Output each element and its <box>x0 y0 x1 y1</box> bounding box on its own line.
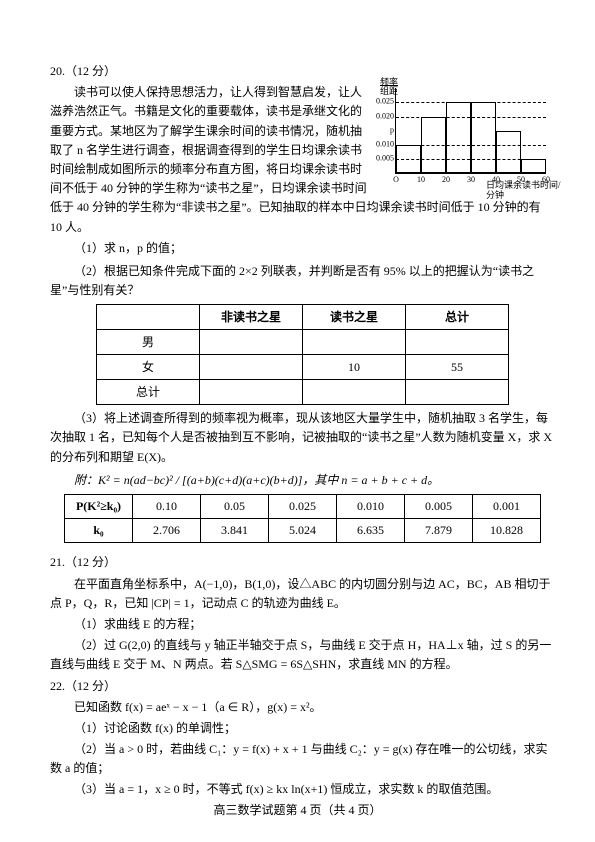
t1-r3c3 <box>406 380 509 405</box>
t2-c: 6.635 <box>337 519 405 543</box>
t2-c: 0.05 <box>201 495 269 519</box>
t1-h3: 总计 <box>406 305 509 330</box>
q20-part1: （1）求 n，p 的值； <box>50 239 555 258</box>
page-footer: 高三数学试题第 4 页（共 4 页） <box>0 801 595 820</box>
t1-r2c0: 女 <box>97 355 200 380</box>
x-tick-label: O <box>393 173 399 187</box>
q20-part3: （3）将上述调查所得到的频率视为概率，现从该地区大量学生中，随机抽取 3 名学生… <box>50 409 555 467</box>
t2-c: 0.10 <box>133 495 201 519</box>
histogram-bar <box>446 102 471 173</box>
q22-number: 22.（12 分） <box>50 677 555 696</box>
k2-formula: 附：K² = n(ad−bc)² / [(a+b)(c+d)(a+c)(b+d)… <box>74 471 555 490</box>
t2-h0: P(K²≥k₀) <box>65 495 133 519</box>
histogram-bar <box>496 131 521 174</box>
x-axis-label: 日均课余读书时间/分钟 <box>486 181 566 201</box>
q20-number: 20.（12 分） <box>50 62 555 81</box>
q21-part2: （2）过 G(2,0) 的直线与 y 轴正半轴交于点 S，与曲线 E 交于点 H… <box>50 636 555 674</box>
t2-h1: k₀ <box>65 519 133 543</box>
chi-square-table: P(K²≥k₀) 0.10 0.05 0.025 0.010 0.005 0.0… <box>64 494 541 543</box>
q22-body: 已知函数 f(x) = aeˣ − x − 1（a ∈ R），g(x) = x²… <box>50 698 555 717</box>
t1-r2c1 <box>200 355 303 380</box>
t1-r1c0: 男 <box>97 330 200 355</box>
x-tick-label: 30 <box>467 173 475 187</box>
t1-r2c3: 55 <box>406 355 509 380</box>
t2-c: 10.828 <box>473 519 541 543</box>
t2-c: 0.001 <box>473 495 541 519</box>
y-tick-label: p <box>390 124 396 137</box>
t2-c: 7.879 <box>405 519 473 543</box>
t2-c: 3.841 <box>201 519 269 543</box>
q22-part2: （2）当 a > 0 时，若曲线 C₁：y = f(x) + x + 1 与曲线… <box>50 740 555 778</box>
t2-c: 0.005 <box>405 495 473 519</box>
t1-r1c1 <box>200 330 303 355</box>
q22-part3: （3）当 a = 1，x ≥ 0 时，不等式 f(x) ≥ kx ln(x+1)… <box>50 780 555 799</box>
y-tick-label: 0.005 <box>376 153 396 166</box>
histogram: 频率 组距 0.0050.010p0.0200.025O102030405060… <box>375 83 555 193</box>
contingency-table: 非读书之星 读书之星 总计 男 女 1055 总计 <box>96 304 509 405</box>
y-tick-label: 0.020 <box>376 110 396 123</box>
t1-h1: 非读书之星 <box>200 305 303 330</box>
q21-part1: （1）求曲线 E 的方程； <box>50 615 555 634</box>
t1-r3c1 <box>200 380 303 405</box>
q21-number: 21.（12 分） <box>50 553 555 572</box>
q20-part2: （2）根据已知条件完成下面的 2×2 列联表，并判断是否有 95% 以上的把握认… <box>50 262 555 300</box>
t1-r3c0: 总计 <box>97 380 200 405</box>
t1-r1c3 <box>406 330 509 355</box>
t1-r1c2 <box>303 330 406 355</box>
t1-h0 <box>97 305 200 330</box>
t1-r3c2 <box>303 380 406 405</box>
histogram-bar <box>521 159 546 173</box>
histogram-bar <box>471 102 496 173</box>
t1-r2c2: 10 <box>303 355 406 380</box>
q22-part1: （1）讨论函数 f(x) 的单调性； <box>50 719 555 738</box>
y-tick-label: 0.025 <box>376 96 396 109</box>
t1-h2: 读书之星 <box>303 305 406 330</box>
x-tick-label: 10 <box>417 173 425 187</box>
t2-c: 0.025 <box>269 495 337 519</box>
t2-c: 0.010 <box>337 495 405 519</box>
t2-c: 5.024 <box>269 519 337 543</box>
x-tick-label: 20 <box>442 173 450 187</box>
y-tick-label: 0.010 <box>376 138 396 151</box>
t2-c: 2.706 <box>133 519 201 543</box>
q21-body: 在平面直角坐标系中，A(−1,0)，B(1,0)，设△ABC 的内切圆分别与边 … <box>50 575 555 613</box>
